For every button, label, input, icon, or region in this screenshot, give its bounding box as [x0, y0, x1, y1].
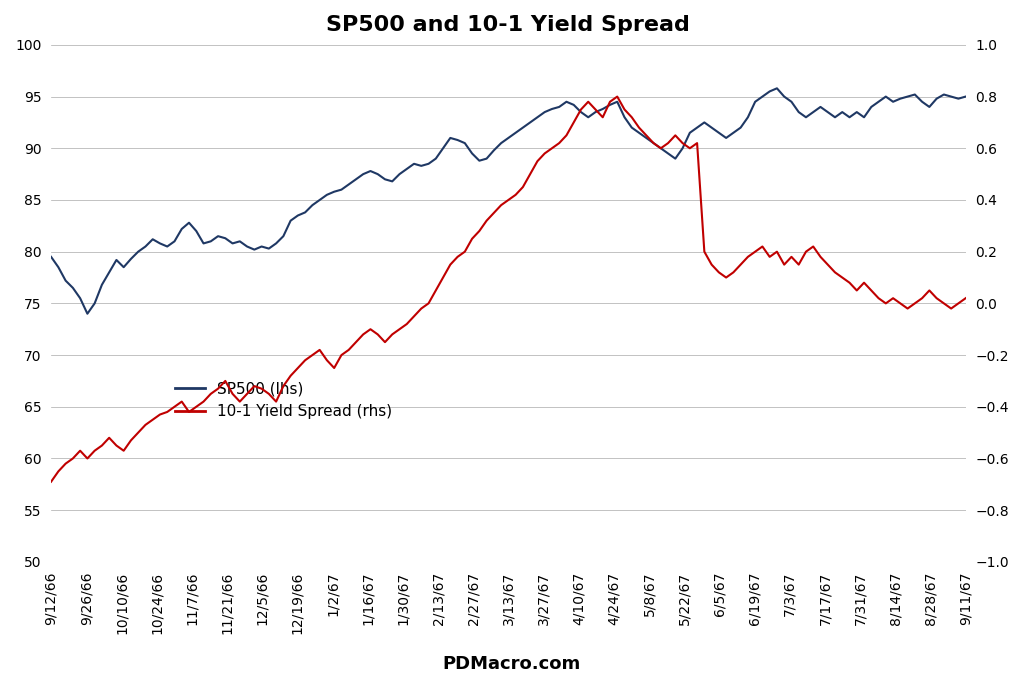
Legend: SP500 (lhs), 10-1 Yield Spread (rhs): SP500 (lhs), 10-1 Yield Spread (rhs): [169, 375, 398, 425]
Text: PDMacro.com: PDMacro.com: [442, 655, 582, 673]
Title: SP500 and 10-1 Yield Spread: SP500 and 10-1 Yield Spread: [327, 15, 690, 35]
